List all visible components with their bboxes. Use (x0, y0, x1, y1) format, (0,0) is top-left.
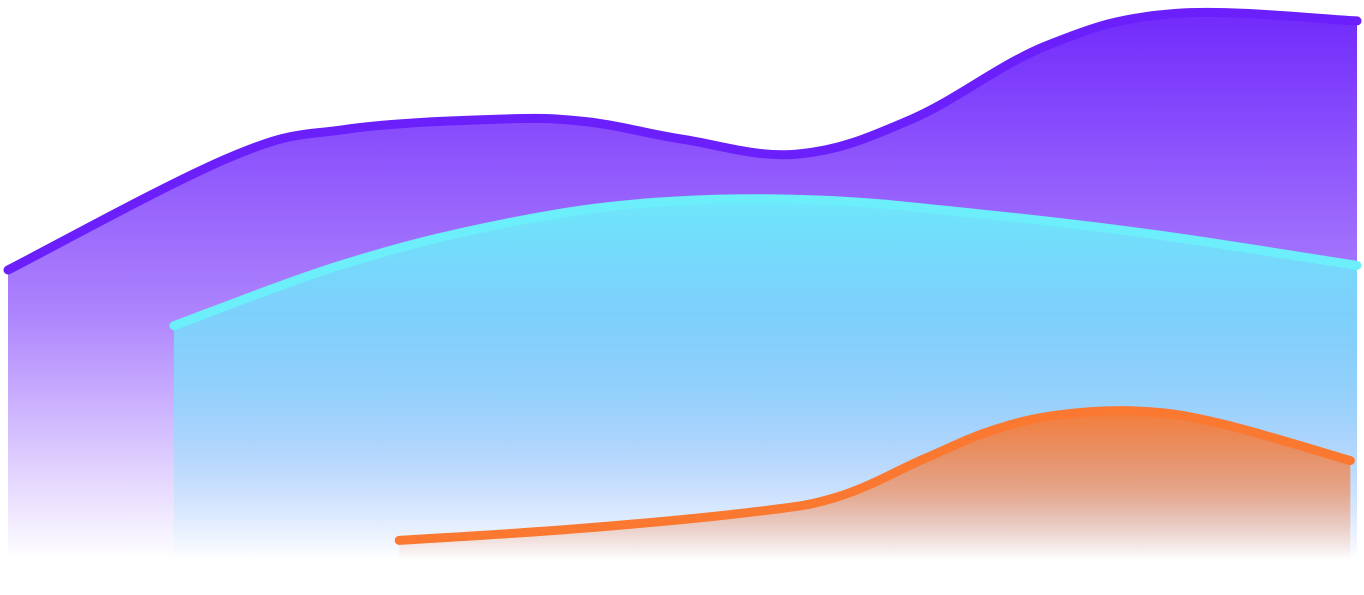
series-3-line (394, 406, 1355, 545)
series-2-line (169, 194, 1362, 331)
series-3-area (399, 410, 1351, 580)
series-1-line (3, 7, 1362, 275)
series-layer (3, 7, 1362, 581)
